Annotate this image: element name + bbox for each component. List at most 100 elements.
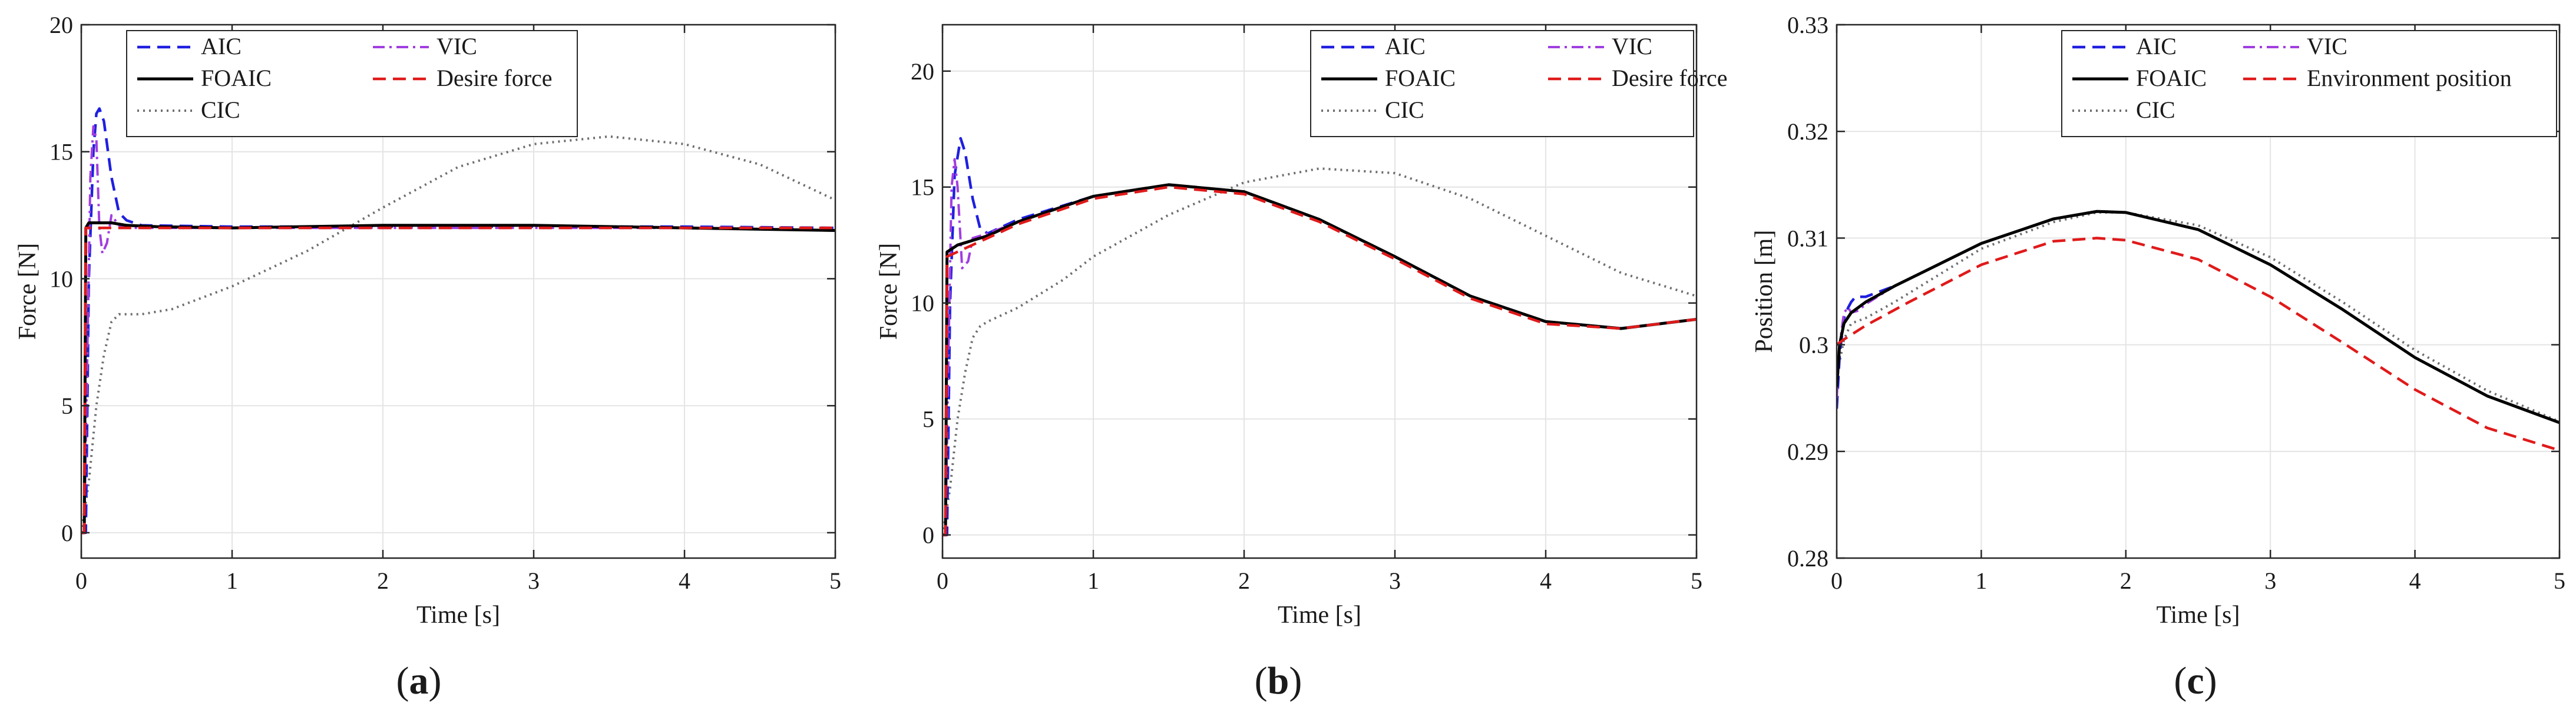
legend: AIC VIC FOAIC Desire force CIC (126, 30, 578, 137)
series-line-cic (1837, 211, 2560, 423)
series-line-foaic (1837, 210, 2560, 424)
caption-paren-open: ( (2174, 659, 2187, 702)
panel-caption: (b) (1255, 659, 1302, 702)
y-tick-label: 0.32 (1787, 118, 1828, 145)
legend-label: Environment position (2307, 65, 2512, 91)
y-tick-label: 20 (911, 58, 934, 85)
y-axis-label: Force [N] (14, 243, 41, 340)
legend: AIC VIC FOAIC Desire force CIC (1310, 30, 1728, 137)
legend-item-aic: AIC (1321, 33, 1426, 59)
x-tick-label: 2 (377, 568, 389, 594)
axes-box (1836, 24, 2561, 559)
caption-letter: b (1268, 659, 1289, 702)
legend-label: CIC (2136, 97, 2175, 123)
x-tick-label: 4 (1540, 568, 1552, 594)
series-line-cic (943, 167, 1697, 535)
y-axis-label: Force [N] (875, 243, 902, 340)
x-tick-label: 0 (75, 568, 87, 594)
x-axis-label: Time [s] (1278, 602, 1361, 629)
y-tick-label: 0 (61, 520, 73, 546)
y-tick-label: 15 (911, 174, 934, 201)
x-tick-label: 3 (1389, 568, 1401, 594)
y-tick-label: 5 (922, 406, 934, 433)
chart-panel-a: 0 1 2 3 4 5 0 5 10 15 20 Time [s] Force [N] (a) AIC VIC… (14, 12, 841, 702)
legend-item-foaic: FOAIC (1321, 65, 1456, 91)
legend-label: CIC (201, 97, 240, 123)
legend-item-cic: CIC (137, 97, 240, 123)
series-line-aic (81, 107, 835, 535)
legend-label: VIC (1612, 33, 1652, 59)
x-tick-label: 1 (226, 568, 238, 594)
legend-item-desire-force: Desire force (1548, 65, 1728, 91)
series-group (1837, 210, 2560, 452)
legend-label: Desire force (1612, 65, 1728, 91)
legend-item-cic: CIC (1321, 97, 1424, 123)
x-tick-label: 1 (1975, 568, 1987, 594)
legend-label: AIC (1385, 33, 1426, 59)
caption-letter: a (409, 659, 429, 702)
y-tick-label: 10 (911, 290, 934, 317)
series-line-desire-force (943, 185, 1697, 536)
series-line-foaic (943, 183, 1697, 537)
legend-label: AIC (201, 33, 242, 59)
caption-paren-close: ) (1289, 659, 1302, 702)
chart-panel-b: 0 1 2 3 4 5 0 5 10 15 20 Time [s] Force [N] (b) AIC VIC… (875, 24, 1728, 702)
y-tick-label: 5 (61, 393, 73, 419)
legend-label: Desire force (437, 65, 553, 91)
x-tick-label: 2 (2120, 568, 2132, 594)
legend-item-desire-force: Desire force (373, 65, 553, 91)
caption-paren-open: ( (1255, 659, 1268, 702)
legend-label: FOAIC (1385, 65, 1456, 91)
panel-caption: (a) (396, 659, 442, 702)
x-tick-label: 1 (1087, 568, 1099, 594)
legend-item-cic: CIC (2072, 97, 2175, 123)
y-axis-label: Position [m] (1751, 230, 1778, 353)
legend-label: FOAIC (2136, 65, 2207, 91)
axes-box (80, 24, 836, 559)
series-line-environment-position (1837, 237, 2560, 452)
series-line-vic (81, 125, 835, 534)
y-tick-label: 0.29 (1787, 439, 1828, 465)
legend-box (1310, 30, 1694, 137)
caption-letter: c (2187, 659, 2204, 702)
legend-item-vic: VIC (373, 33, 477, 59)
y-tick-label: 10 (49, 266, 73, 292)
panel-caption: (c) (2174, 659, 2217, 702)
x-tick-label: 2 (1238, 568, 1250, 594)
y-tick-label: 15 (49, 139, 73, 165)
x-tick-label: 5 (1691, 568, 1702, 594)
chart-panel-c: 0 1 2 3 4 5 0.28 0.29 0.3 0.31 0.32 0.33 Time [s] Pos… (1751, 12, 2565, 702)
caption-paren-close: ) (429, 659, 442, 702)
y-tick-label: 0.28 (1787, 545, 1828, 572)
legend-box (2061, 30, 2557, 137)
x-axis-label: Time [s] (416, 602, 500, 629)
y-tick-label: 20 (49, 12, 73, 38)
legend-item-foaic: FOAIC (2072, 65, 2207, 91)
legend-item-vic: VIC (2243, 33, 2347, 59)
y-tick-label: 0.33 (1787, 12, 1828, 38)
legend-item-aic: AIC (137, 33, 242, 59)
x-tick-label: 3 (2264, 568, 2276, 594)
x-tick-label: 0 (937, 568, 948, 594)
y-tick-label: 0 (922, 522, 934, 549)
series-group (943, 137, 1697, 537)
legend-label: AIC (2136, 33, 2177, 59)
x-axis-label: Time [s] (2157, 602, 2240, 629)
legend-label: FOAIC (201, 65, 272, 91)
caption-paren-close: ) (2204, 659, 2217, 702)
legend-label: VIC (2307, 33, 2347, 59)
series-group (81, 107, 835, 535)
series-line-aic (943, 137, 1697, 536)
legend-item-foaic: FOAIC (137, 65, 272, 91)
legend-item-environment-position: Environment position (2243, 65, 2512, 91)
series-line-desire-force (81, 226, 835, 535)
legend-box (126, 30, 578, 137)
legend: AIC VIC FOAIC Environment position CIC (2061, 30, 2557, 137)
axes-box (941, 24, 1698, 559)
x-tick-label: 5 (2554, 568, 2565, 594)
y-tick-label: 0.3 (1799, 332, 1828, 359)
x-tick-label: 3 (528, 568, 540, 594)
grid (943, 25, 1697, 558)
y-tick-label: 0.31 (1787, 225, 1828, 251)
